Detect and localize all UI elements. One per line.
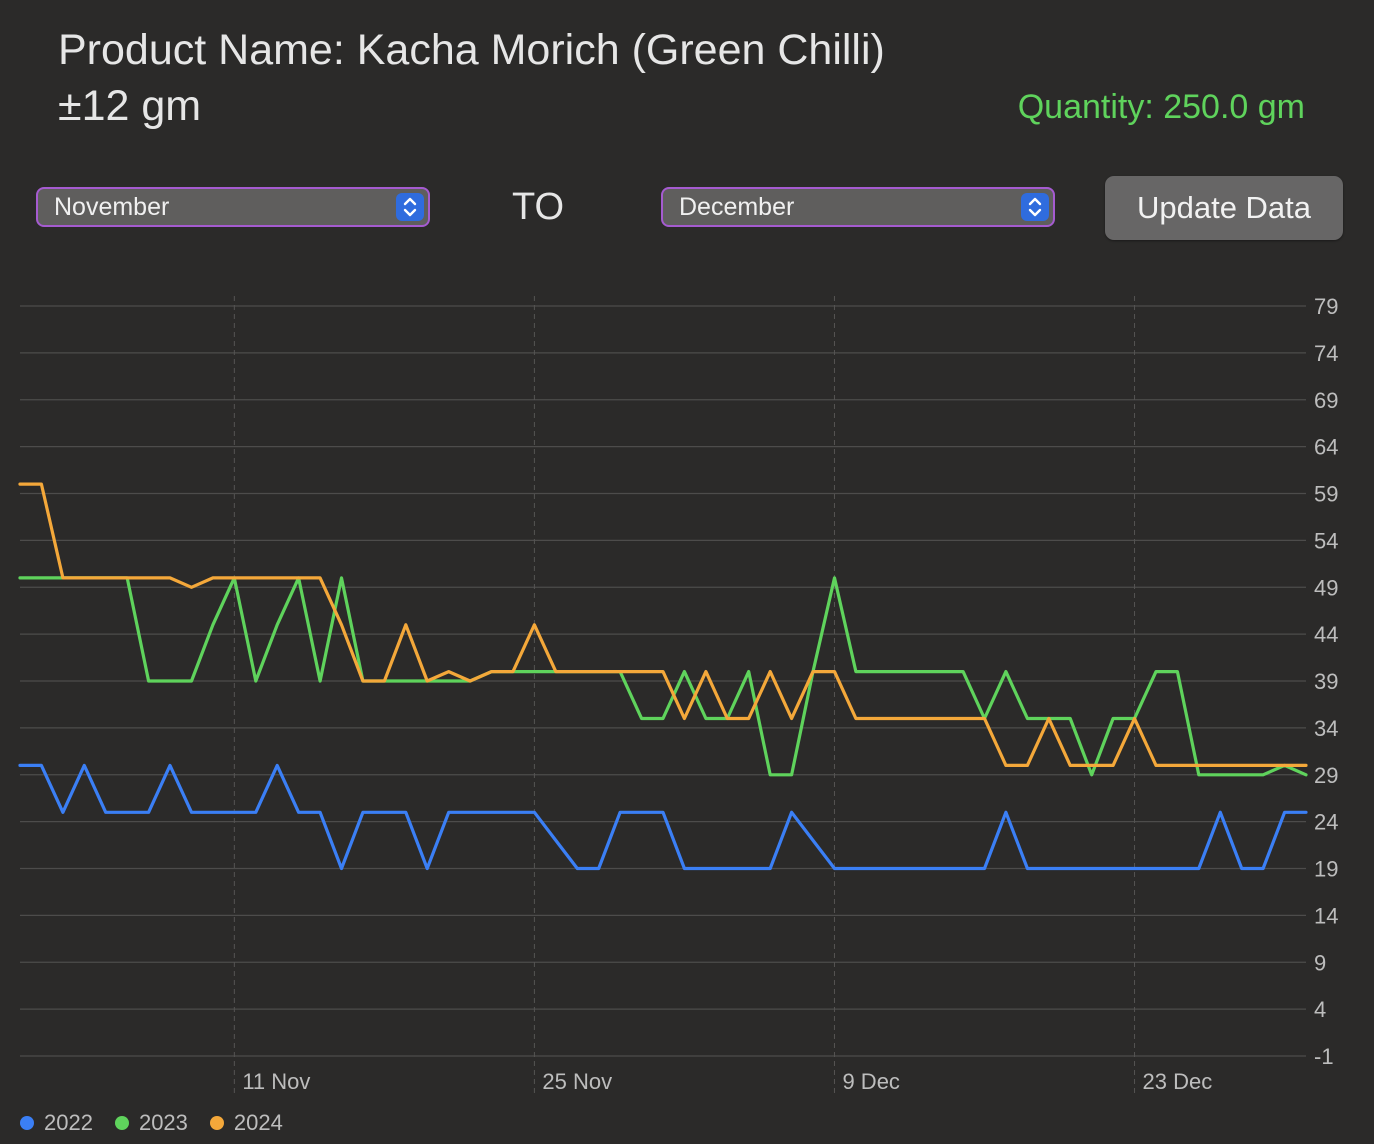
legend-dot-2024 (209, 1116, 224, 1130)
y-tick-label: 34 (1314, 716, 1338, 741)
quantity-label: Quantity: 250.0 gm (1017, 88, 1305, 126)
to-month-value: December (679, 192, 795, 221)
legend-item-2023: 2023 (114, 1110, 188, 1136)
x-tick-label: 11 Nov (242, 1069, 310, 1094)
range-to-label: TO (512, 186, 565, 228)
legend-label-2023: 2023 (138, 1110, 188, 1135)
legend-item-2024: 2024 (209, 1110, 283, 1136)
update-data-button[interactable]: Update Data (1105, 176, 1343, 240)
y-tick-label: 49 (1314, 575, 1338, 600)
y-tick-label: 29 (1314, 763, 1338, 788)
legend-label-2024: 2024 (233, 1110, 283, 1135)
y-tick-label: 79 (1314, 294, 1338, 319)
chevron-up-down-icon (1021, 193, 1049, 221)
y-tick-label: 64 (1314, 435, 1338, 460)
x-tick-label: 23 Dec (1143, 1069, 1213, 1094)
y-tick-label: 14 (1314, 903, 1338, 928)
from-month-value: November (54, 192, 170, 221)
y-tick-label: 59 (1314, 482, 1338, 507)
y-tick-label: 54 (1314, 528, 1338, 553)
y-tick-label: 74 (1314, 341, 1338, 366)
chart-legend: 2022 2023 2024 (20, 1110, 283, 1136)
y-tick-label: 69 (1314, 388, 1338, 413)
y-tick-label: 24 (1314, 810, 1338, 835)
legend-dot-2022 (20, 1116, 34, 1130)
legend-label-2022: 2022 (44, 1110, 93, 1135)
series-line-2022 (18, 763, 1308, 871)
product-weight-tolerance: ±12 gm (58, 82, 202, 130)
y-tick-label: 44 (1314, 622, 1338, 647)
legend-item-2022: 2022 (20, 1110, 93, 1136)
product-title: Product Name: Kacha Morich (Green Chilli… (58, 22, 998, 134)
from-month-select[interactable]: November (36, 187, 430, 227)
y-tick-label: 19 (1314, 857, 1338, 882)
y-tick-label: 9 (1314, 950, 1326, 975)
chevron-up-down-icon (396, 193, 424, 221)
y-tick-label: 4 (1314, 997, 1326, 1022)
to-month-select[interactable]: December (661, 187, 1055, 227)
series-line-2024 (18, 482, 1308, 768)
y-tick-label: 39 (1314, 669, 1338, 694)
legend-dot-2023 (114, 1116, 129, 1130)
product-name: Product Name: Kacha Morich (Green Chilli… (58, 26, 885, 74)
series-line-2023 (18, 576, 1308, 777)
x-tick-label: 25 Nov (542, 1069, 612, 1094)
x-tick-label: 9 Dec (842, 1069, 899, 1094)
y-tick-label: -1 (1314, 1044, 1334, 1069)
